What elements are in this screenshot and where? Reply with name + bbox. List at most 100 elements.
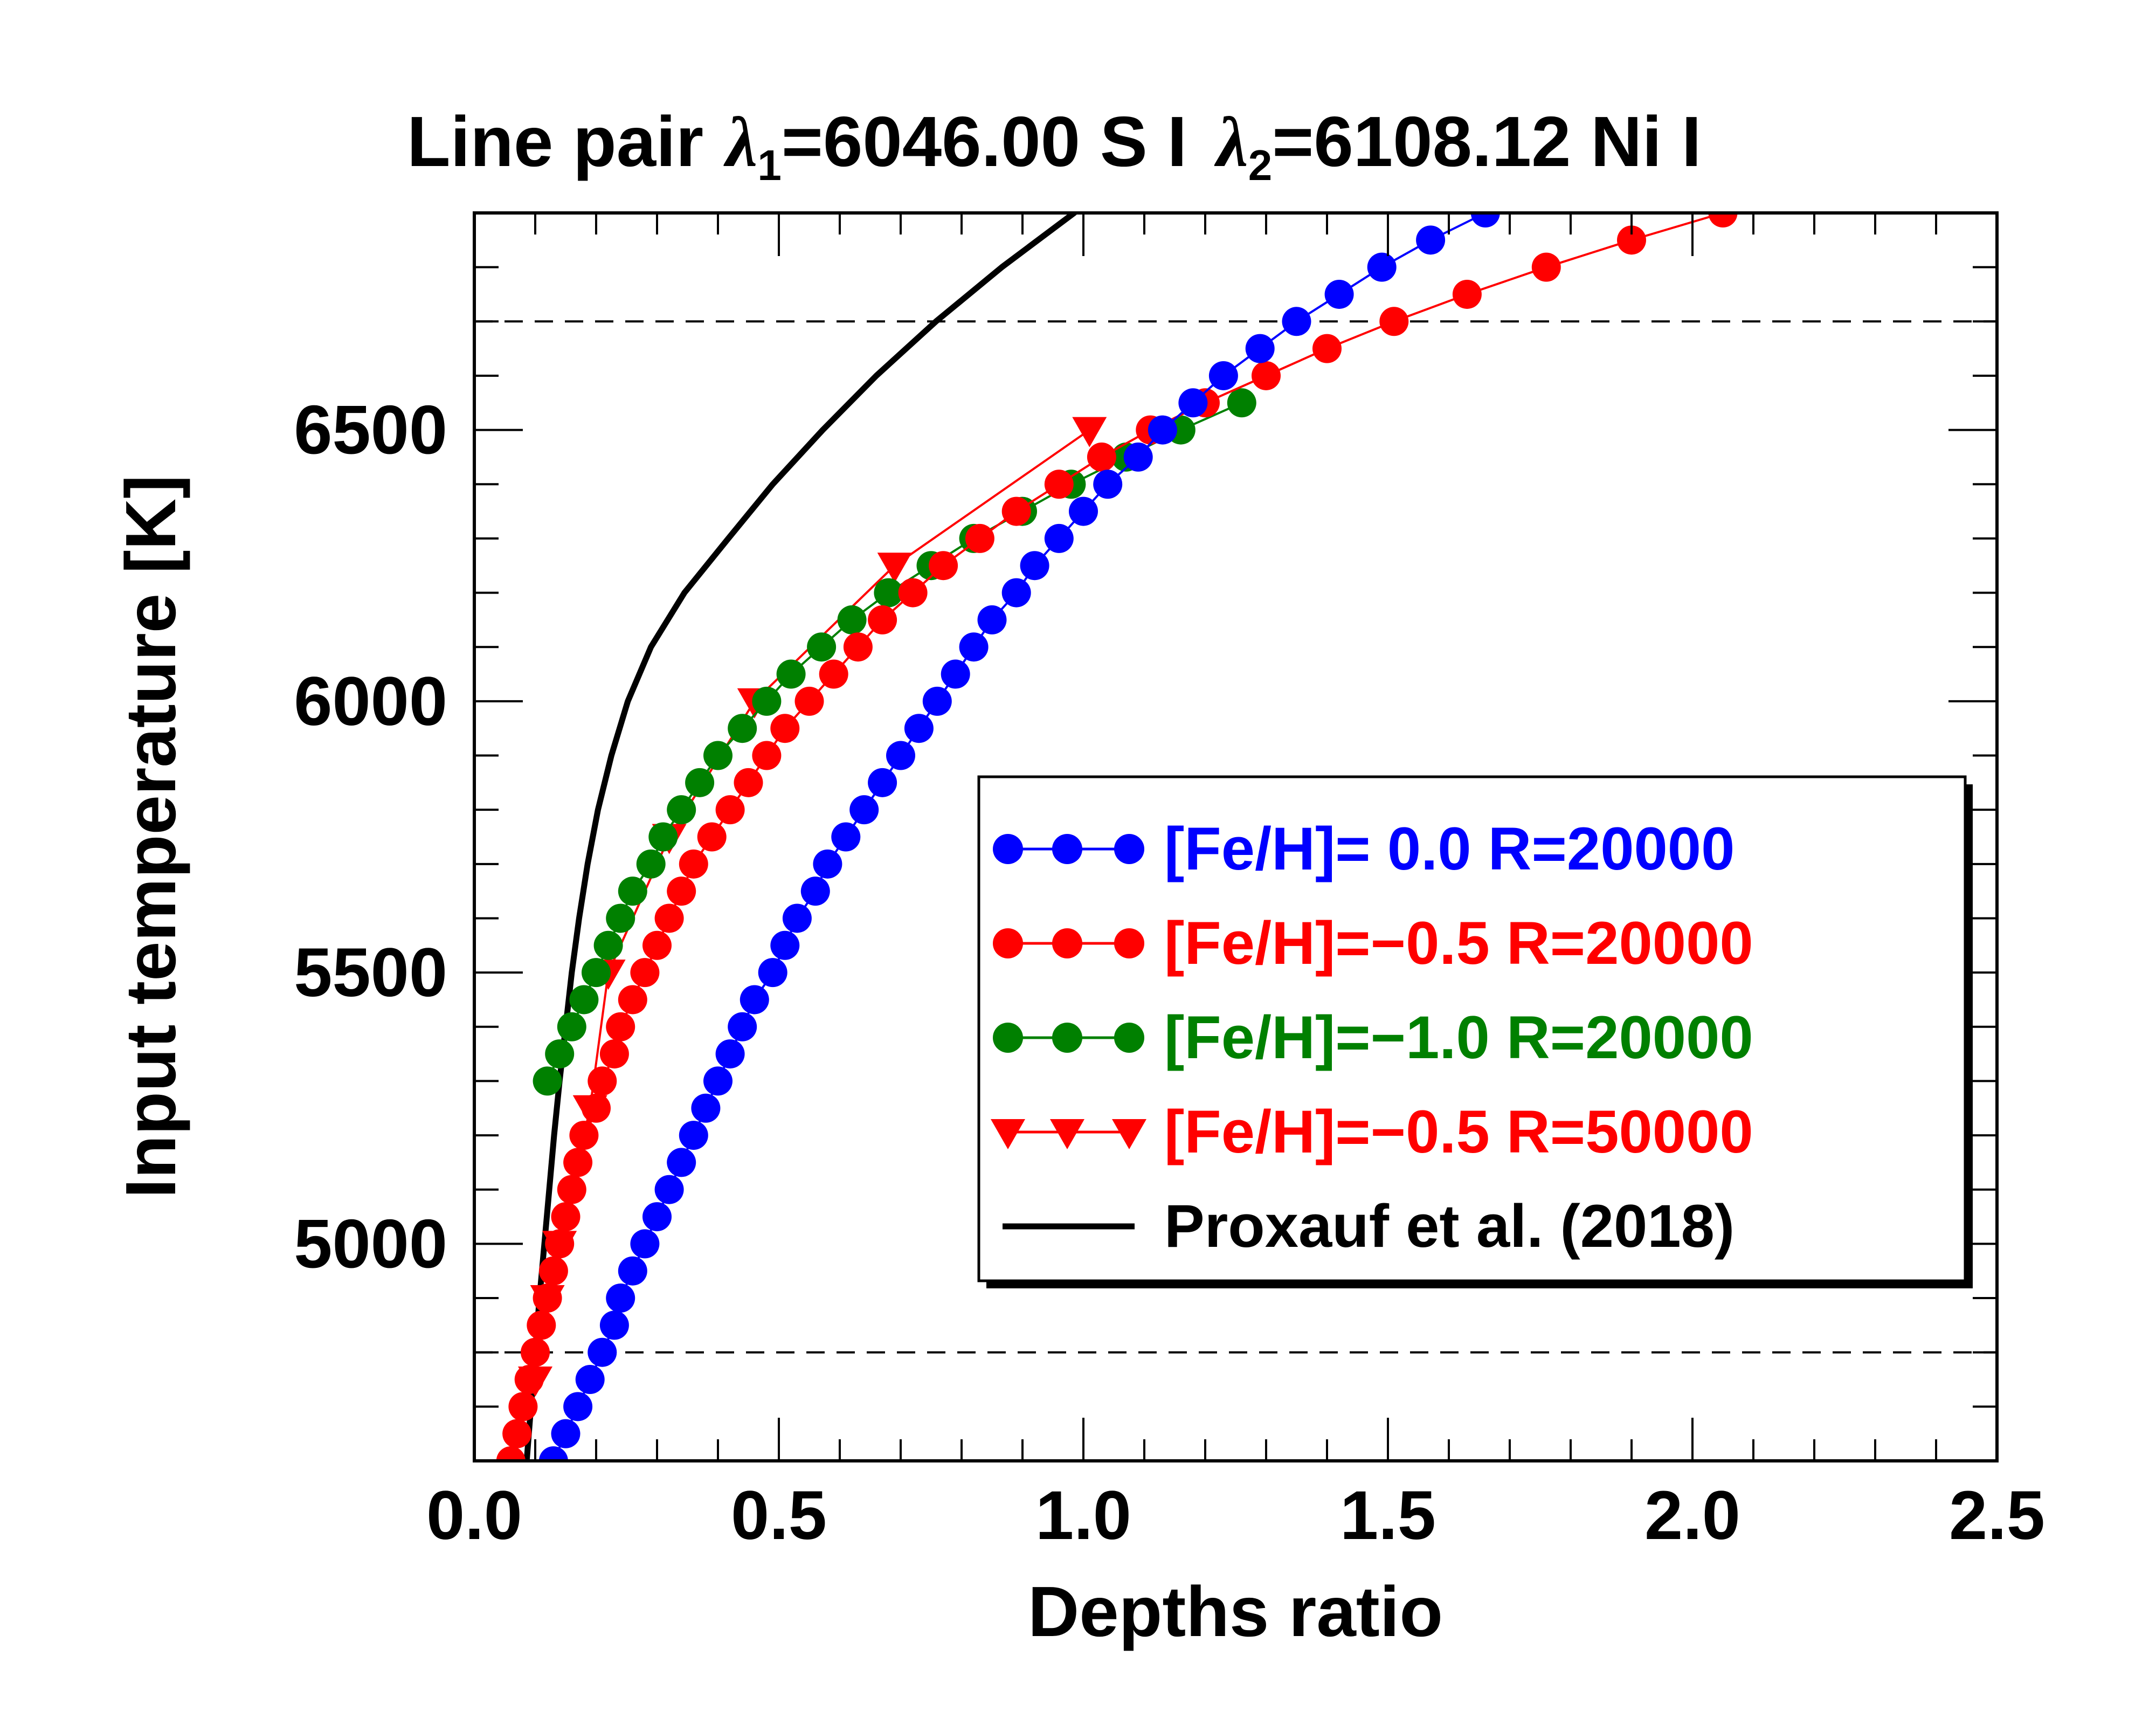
- data-point: [843, 632, 873, 662]
- data-point: [1617, 225, 1646, 255]
- data-point: [508, 1392, 538, 1422]
- y-axis-label: Input temperature [K]: [111, 475, 190, 1198]
- data-point: [514, 1365, 544, 1395]
- data-point: [800, 877, 830, 906]
- data-point: [588, 1066, 617, 1096]
- title-lambda1-value: =6046.00 S I: [782, 102, 1187, 181]
- data-point: [648, 822, 678, 852]
- data-point: [1282, 307, 1311, 336]
- data-point: [667, 877, 696, 906]
- data-point: [819, 659, 848, 689]
- y-tick-label: 6500: [294, 392, 447, 469]
- data-point: [588, 1337, 617, 1367]
- data-point: [886, 741, 915, 770]
- data-point: [685, 768, 715, 797]
- data-point: [740, 985, 769, 1015]
- data-point: [569, 1121, 599, 1150]
- data-point: [593, 930, 623, 960]
- title-lambda2-symbol: λ: [1214, 102, 1248, 182]
- data-point: [636, 849, 666, 879]
- legend-marker: [1114, 834, 1144, 864]
- data-point: [1178, 388, 1208, 418]
- data-point: [758, 958, 787, 988]
- data-point: [1379, 307, 1409, 336]
- fit-curve: [523, 213, 1077, 1461]
- data-point: [1001, 496, 1031, 526]
- data-point: [1208, 361, 1238, 390]
- x-axis-label: Depths ratio: [1028, 1572, 1443, 1651]
- legend-marker: [1052, 1023, 1082, 1053]
- data-point: [606, 1284, 635, 1313]
- data-point: [545, 1229, 575, 1259]
- tick-labels: 0.0 0.5 1.0 1.5 2.0 2.5 5000 5500 6000 6500: [294, 392, 2045, 1554]
- legend-label: Proxauf et al. (2018): [1164, 1192, 1735, 1260]
- y-tick-label: 5000: [294, 1205, 447, 1282]
- data-point: [691, 1093, 721, 1123]
- data-point: [874, 578, 903, 608]
- legend-box: [977, 775, 1967, 1282]
- data-point: [807, 632, 837, 662]
- data-point: [618, 985, 647, 1015]
- data-point: [904, 714, 934, 743]
- data-point: [1093, 470, 1123, 499]
- data-point: [582, 1093, 611, 1123]
- data-point: [941, 659, 970, 689]
- x-tick-label: 1.0: [1035, 1477, 1131, 1554]
- data-point: [1367, 252, 1397, 282]
- data-point: [599, 1039, 629, 1069]
- data-point: [545, 1039, 575, 1069]
- data-point: [679, 1121, 708, 1150]
- data-point: [667, 1148, 696, 1177]
- legend-label: [Fe/H]= 0.0 R=20000: [1164, 815, 1735, 882]
- data-point: [1452, 279, 1482, 309]
- data-point: [1020, 551, 1049, 581]
- x-tick-label: 0.0: [426, 1477, 522, 1554]
- data-point: [642, 930, 672, 960]
- data-point: [728, 1012, 757, 1041]
- data-point: [521, 1337, 550, 1367]
- data-point: [1148, 415, 1177, 445]
- legend-marker: [1114, 1023, 1144, 1053]
- data-point: [922, 686, 952, 716]
- x-tick-label: 1.5: [1340, 1477, 1436, 1554]
- data-point: [794, 686, 824, 716]
- legend-label: [Fe/H]=−0.5 R=50000: [1164, 1098, 1753, 1165]
- data-point: [1531, 252, 1561, 282]
- data-point: [642, 1202, 672, 1232]
- data-point: [618, 1256, 647, 1286]
- data-point: [533, 1284, 562, 1313]
- legend-marker: [993, 1023, 1023, 1053]
- data-point: [575, 1365, 605, 1395]
- data-point: [868, 768, 897, 797]
- data-point: [1245, 334, 1275, 363]
- legend-entry: [Fe/H]= 0.0 R=20000: [993, 815, 1735, 882]
- data-point: [1044, 470, 1074, 499]
- series-4: [523, 213, 1077, 1461]
- data-point: [715, 1039, 745, 1069]
- data-point: [959, 632, 989, 662]
- data-point: [502, 1419, 532, 1448]
- legend-marker: [1052, 834, 1082, 864]
- data-point: [496, 1446, 526, 1461]
- data-point: [654, 903, 684, 933]
- data-point: [697, 822, 727, 852]
- legend-entry: [Fe/H]=−1.0 R=20000: [993, 1004, 1753, 1071]
- data-point: [1252, 361, 1281, 390]
- data-point: [1470, 213, 1500, 227]
- data-point: [667, 795, 696, 825]
- y-tick-label: 5500: [294, 934, 447, 1011]
- data-point: [618, 877, 647, 906]
- data-point: [831, 822, 861, 852]
- data-point: [1416, 225, 1446, 255]
- x-tick-label: 2.0: [1644, 1477, 1740, 1554]
- data-point: [849, 795, 879, 825]
- data-point: [1227, 388, 1256, 418]
- data-point: [606, 903, 635, 933]
- x-tick-label: 0.5: [731, 1477, 827, 1554]
- data-point: [551, 1202, 581, 1232]
- data-point: [770, 930, 800, 960]
- legend-marker: [1114, 928, 1144, 958]
- data-point: [1708, 213, 1738, 227]
- data-point: [752, 686, 782, 716]
